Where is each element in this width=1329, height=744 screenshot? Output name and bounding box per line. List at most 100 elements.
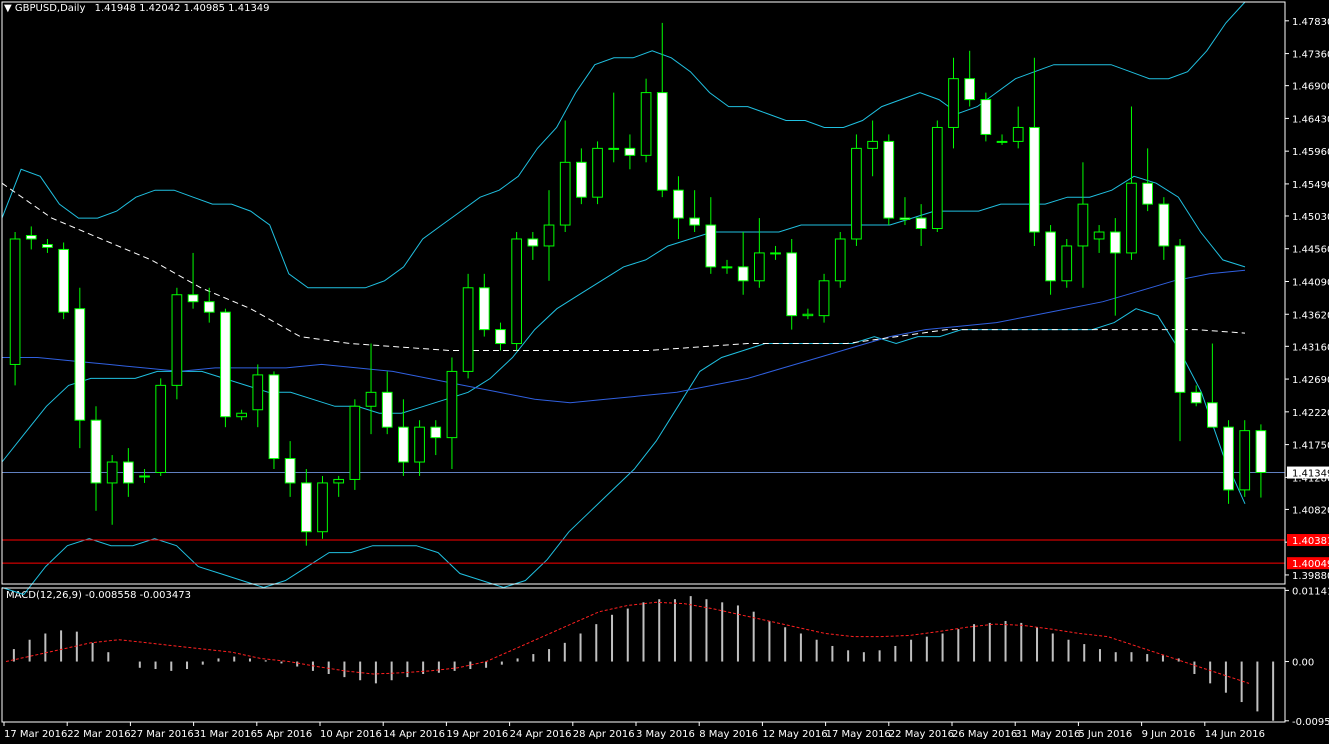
candle[interactable] <box>155 378 167 476</box>
candle[interactable] <box>90 406 102 511</box>
candle[interactable] <box>964 50 976 107</box>
price-tick-label: 1.43160 <box>1292 342 1329 353</box>
candle-body <box>495 329 506 345</box>
candle[interactable] <box>1190 385 1202 407</box>
candle[interactable] <box>1174 238 1186 442</box>
candle[interactable] <box>1029 57 1040 246</box>
candle[interactable] <box>996 134 1008 145</box>
candle[interactable] <box>349 399 361 490</box>
candle[interactable] <box>673 176 684 239</box>
candle[interactable] <box>770 245 781 260</box>
candle[interactable] <box>284 441 296 497</box>
candle[interactable] <box>543 190 555 281</box>
date-label: 17 May 2016 <box>826 729 891 740</box>
candle-body <box>1012 126 1024 142</box>
candle[interactable] <box>851 134 862 246</box>
candle[interactable] <box>187 252 199 309</box>
candle[interactable] <box>559 120 571 233</box>
candle-body <box>705 224 717 268</box>
candle[interactable] <box>705 197 717 274</box>
candle[interactable] <box>365 343 377 435</box>
candle[interactable] <box>122 448 134 497</box>
collapse-arrow-icon[interactable]: ▼ <box>4 3 12 14</box>
candle[interactable] <box>139 468 150 483</box>
candle[interactable] <box>1255 424 1267 498</box>
candle[interactable] <box>834 232 846 288</box>
candle[interactable] <box>1109 218 1121 316</box>
candle[interactable] <box>576 148 587 205</box>
price-tick-label: 1.41280 <box>1292 473 1329 484</box>
candle[interactable] <box>931 120 943 233</box>
candle-body <box>268 374 280 460</box>
candle[interactable] <box>333 475 345 497</box>
candle[interactable] <box>236 409 247 421</box>
candle-body <box>333 478 345 484</box>
main-panel <box>1 1 1285 596</box>
candle[interactable] <box>430 420 442 456</box>
candle[interactable] <box>640 78 652 163</box>
candle[interactable] <box>58 242 69 320</box>
candle[interactable] <box>478 273 490 337</box>
candle[interactable] <box>915 204 927 246</box>
candle[interactable] <box>171 287 183 400</box>
candle[interactable] <box>624 134 636 170</box>
candle[interactable] <box>317 475 328 539</box>
candle[interactable] <box>9 232 21 386</box>
candle[interactable] <box>42 238 53 253</box>
candle[interactable] <box>608 92 620 163</box>
candle[interactable] <box>802 308 814 320</box>
candle[interactable] <box>462 273 474 379</box>
candle-body <box>1029 126 1040 233</box>
candle[interactable] <box>980 92 992 142</box>
candle[interactable] <box>414 420 425 476</box>
candle[interactable] <box>899 197 911 226</box>
candle[interactable] <box>1142 148 1154 212</box>
candle[interactable] <box>1093 225 1105 253</box>
candle[interactable] <box>1077 162 1089 288</box>
candle-body <box>1207 402 1218 428</box>
candle[interactable] <box>883 134 895 226</box>
candle[interactable] <box>220 308 231 428</box>
candle[interactable] <box>74 287 86 449</box>
candle[interactable] <box>446 357 458 469</box>
candle[interactable] <box>1012 106 1024 149</box>
candle[interactable] <box>656 22 668 198</box>
candle[interactable] <box>1061 238 1073 288</box>
candle[interactable] <box>737 232 749 295</box>
candle[interactable] <box>786 238 798 330</box>
candle[interactable] <box>527 232 539 260</box>
price-tick-label: 1.45490 <box>1292 180 1329 191</box>
candle[interactable] <box>252 364 264 428</box>
candle-body <box>74 308 86 421</box>
candle[interactable] <box>818 273 830 323</box>
candle[interactable] <box>721 259 733 274</box>
candle[interactable] <box>753 218 765 288</box>
candle[interactable] <box>495 322 506 351</box>
candle[interactable] <box>1207 343 1218 428</box>
candle[interactable] <box>398 399 409 476</box>
candle[interactable] <box>1239 420 1251 497</box>
candle-body <box>931 126 943 230</box>
candle[interactable] <box>1223 420 1234 504</box>
candle[interactable] <box>948 57 959 149</box>
candle-body <box>640 92 652 156</box>
candle[interactable] <box>689 190 700 233</box>
candle[interactable] <box>25 226 37 250</box>
candle[interactable] <box>203 287 215 323</box>
candle[interactable] <box>1158 197 1170 260</box>
candle[interactable] <box>300 468 312 546</box>
candle[interactable] <box>592 141 603 205</box>
candle[interactable] <box>106 455 118 525</box>
candle-body <box>527 238 539 247</box>
candle[interactable] <box>268 371 280 469</box>
candle-body <box>948 78 959 128</box>
candle[interactable] <box>511 232 523 351</box>
candle-body <box>365 391 377 407</box>
candle-body <box>398 426 409 463</box>
candle[interactable] <box>381 371 393 435</box>
candle-body <box>1223 426 1234 491</box>
candle[interactable] <box>867 120 878 177</box>
candle[interactable] <box>1045 225 1056 295</box>
candle[interactable] <box>1126 106 1137 260</box>
